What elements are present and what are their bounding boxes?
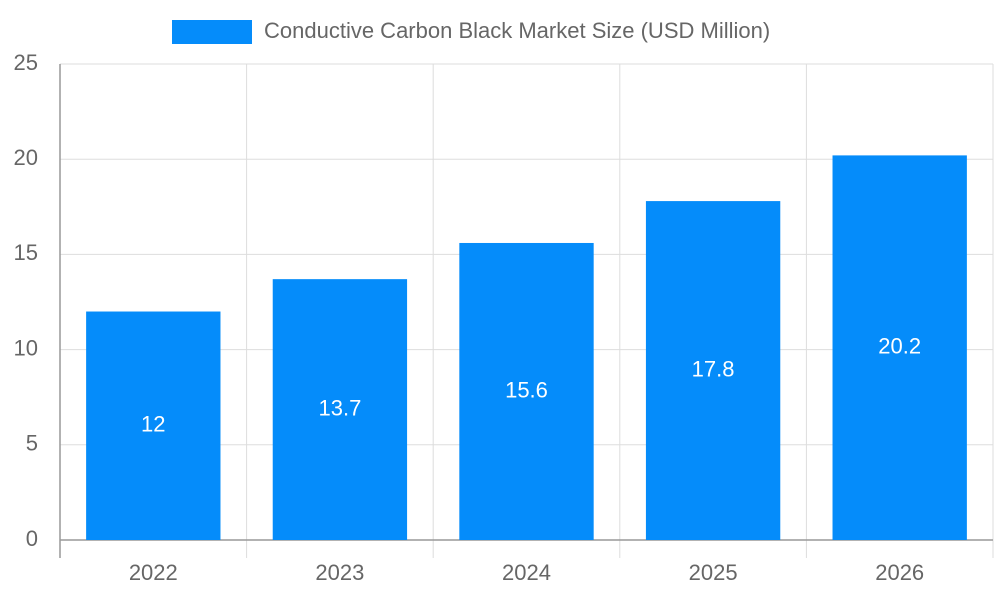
bar xyxy=(832,155,967,540)
bar xyxy=(272,279,408,540)
data-label: 20.2 xyxy=(878,334,921,359)
legend-swatch xyxy=(172,20,252,44)
data-label: 13.7 xyxy=(318,395,361,420)
x-tick-label: 2023 xyxy=(315,560,364,585)
x-tick-label: 2022 xyxy=(129,560,178,585)
bar xyxy=(86,311,221,540)
x-tick-label: 2026 xyxy=(875,560,924,585)
data-label: 12 xyxy=(141,412,165,437)
legend-label: Conductive Carbon Black Market Size (USD… xyxy=(264,18,770,43)
y-tick-label: 0 xyxy=(26,526,38,551)
x-tick-label: 2024 xyxy=(502,560,551,585)
y-tick-label: 15 xyxy=(14,240,38,265)
data-label: 15.6 xyxy=(505,377,548,402)
y-tick-label: 20 xyxy=(14,145,38,170)
y-tick-label: 25 xyxy=(14,50,38,75)
x-tick-label: 2025 xyxy=(689,560,738,585)
data-label: 17.8 xyxy=(692,356,735,381)
y-tick-label: 5 xyxy=(26,431,38,456)
bar xyxy=(645,201,781,540)
y-tick-label: 10 xyxy=(14,335,38,360)
bar xyxy=(459,242,594,540)
